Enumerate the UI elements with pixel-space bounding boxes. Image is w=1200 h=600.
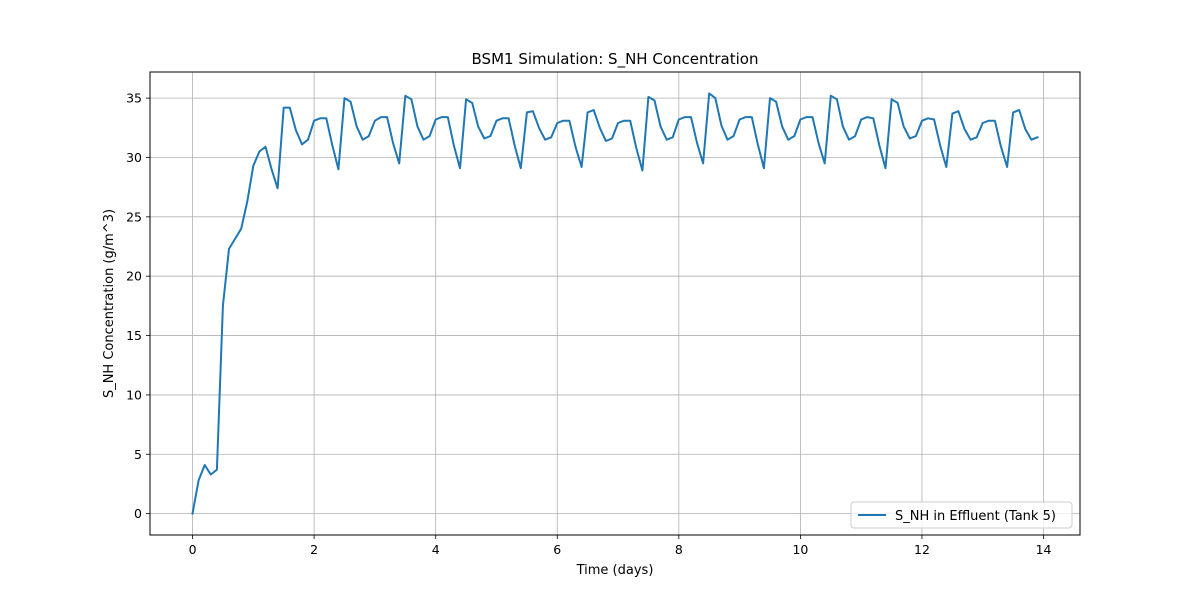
- x-tick-label: 4: [432, 542, 440, 557]
- y-tick-label: 15: [126, 328, 142, 343]
- y-tick-label: 35: [126, 91, 142, 106]
- x-tick-label: 10: [792, 542, 808, 557]
- y-tick-label: 25: [126, 209, 142, 224]
- x-axis-label: Time (days): [576, 563, 654, 578]
- x-tick-label: 14: [1036, 542, 1052, 557]
- x-tick-label: 8: [675, 542, 683, 557]
- y-axis-label: S_NH Concentration (g/m^3): [102, 209, 117, 398]
- legend-box: [850, 501, 1073, 529]
- axis-ticks: 0 2 4 6 8 10 12 14 0 5 10 15 20 25 30 35: [126, 91, 1051, 557]
- legend: S_NH in Effluent (Tank 5): [850, 501, 1073, 529]
- series-line: [191, 92, 1039, 515]
- data-series-layer: [191, 92, 1039, 515]
- x-tick-label: 12: [914, 542, 930, 557]
- y-tick-label: 30: [126, 150, 142, 165]
- x-tick-label: 0: [189, 542, 197, 557]
- plot-area-frame: [149, 71, 1081, 536]
- legend-entry-label: S_NH in Effluent (Tank 5): [895, 509, 1056, 524]
- y-tick-label: 10: [126, 387, 142, 402]
- x-tick-label: 6: [553, 542, 561, 557]
- y-tick-label: 5: [134, 447, 142, 462]
- x-tick-label: 2: [310, 542, 318, 557]
- grid-lines: [150, 72, 1080, 535]
- chart-title: BSM1 Simulation: S_NH Concentration: [472, 50, 759, 69]
- y-tick-label: 20: [126, 269, 142, 284]
- y-tick-label: 0: [134, 506, 142, 521]
